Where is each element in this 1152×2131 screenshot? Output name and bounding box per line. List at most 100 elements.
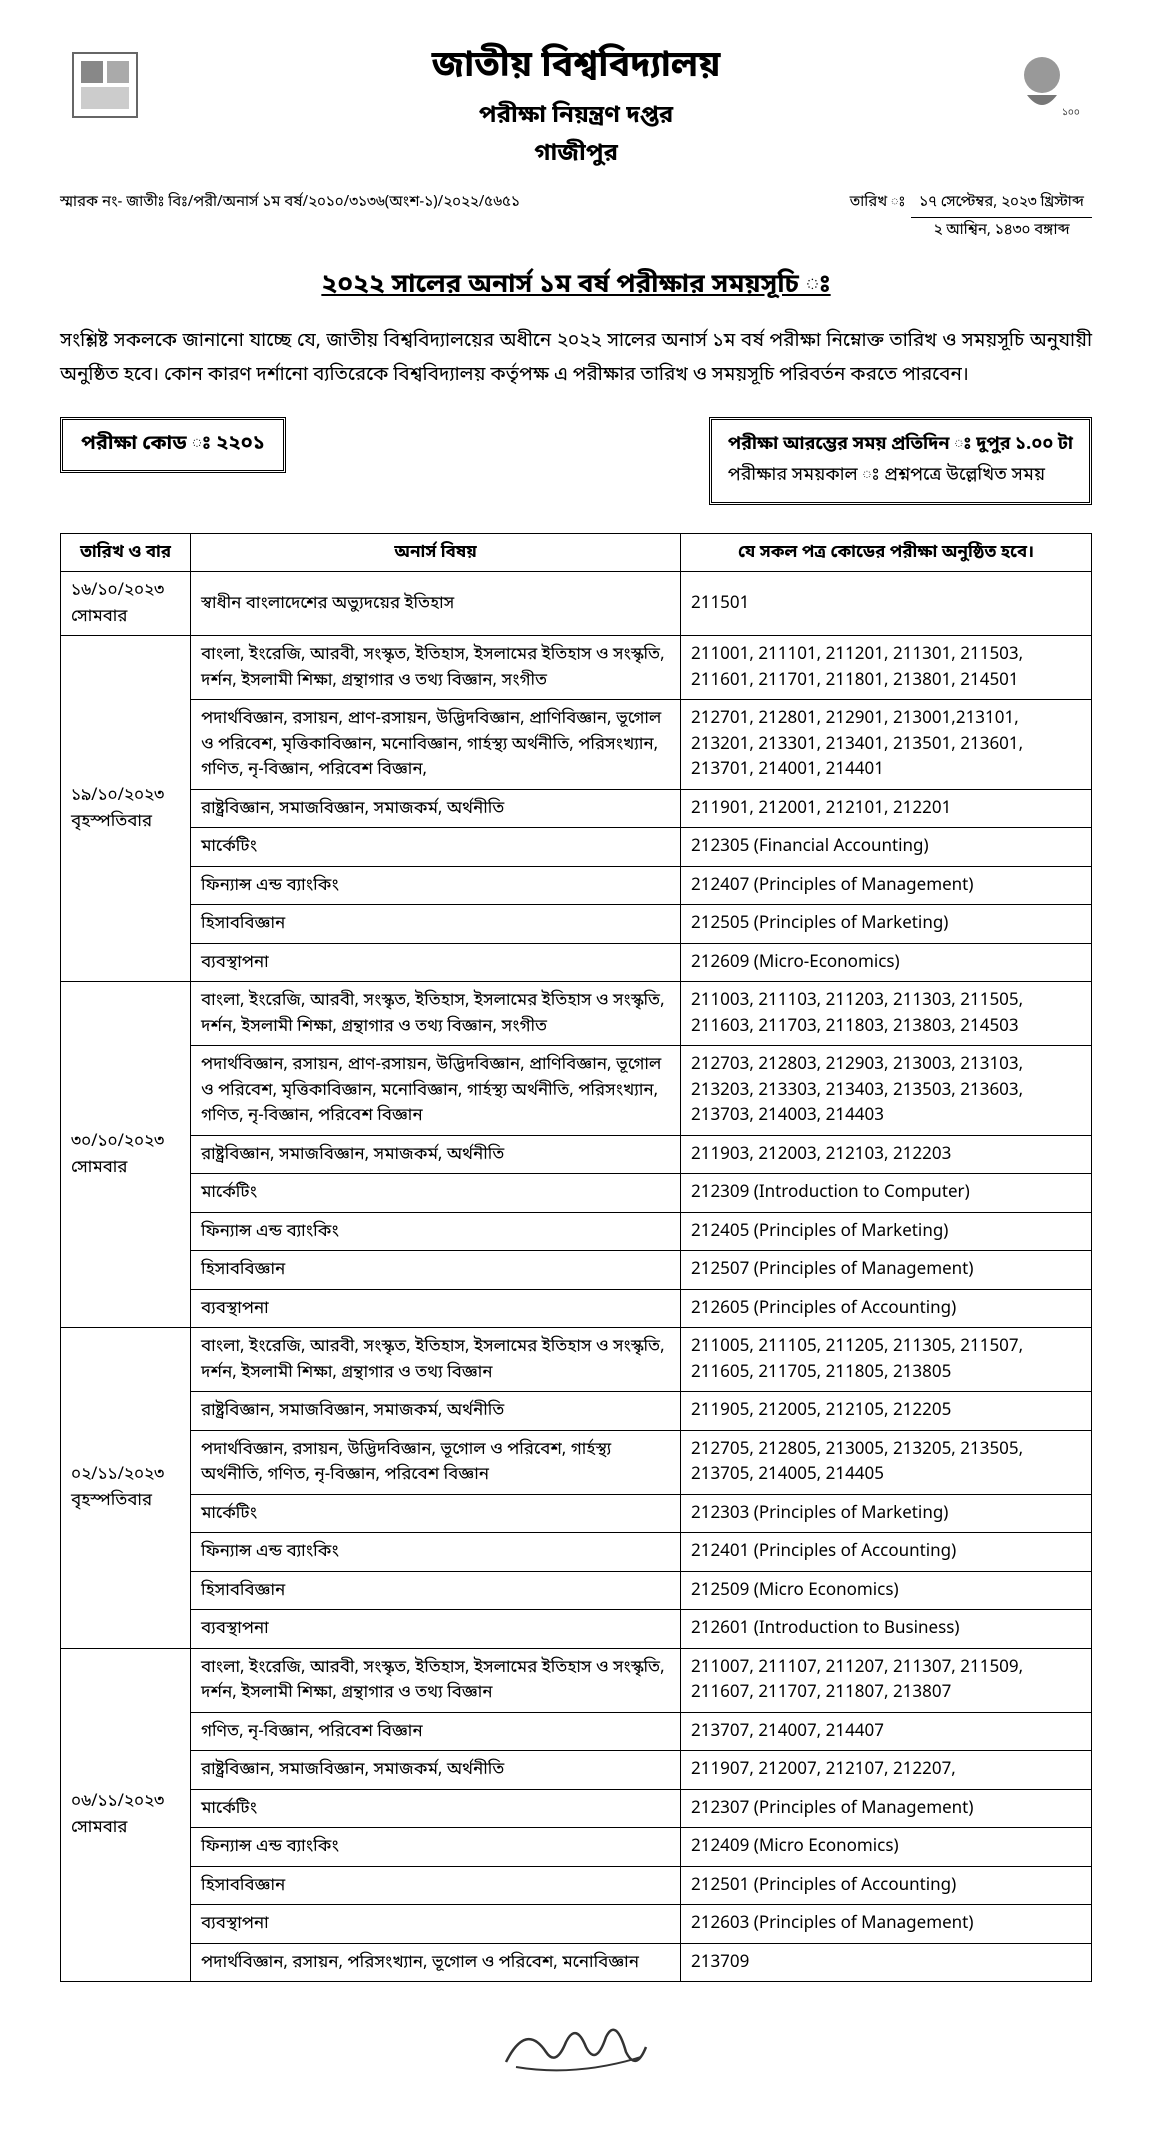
- mujib-logo-right: ১০০: [1002, 40, 1092, 130]
- codes-cell: 212409 (Micro Economics): [681, 1828, 1092, 1867]
- subject-cell: রাষ্ট্রবিজ্ঞান, সমাজবিজ্ঞান, সমাজকর্ম, অ…: [191, 1392, 681, 1431]
- codes-cell: 212307 (Principles of Management): [681, 1789, 1092, 1828]
- codes-cell: 211501: [681, 572, 1092, 636]
- table-row: ১৬/১০/২০২৩সোমবারস্বাধীন বাংলাদেশের অভ্যু…: [61, 572, 1092, 636]
- codes-cell: 213707, 214007, 214407: [681, 1712, 1092, 1751]
- subject-cell: মার্কেটিং: [191, 1789, 681, 1828]
- subject-cell: হিসাববিজ্ঞান: [191, 1251, 681, 1290]
- subject-cell: ফিন্যান্স এন্ড ব্যাংকিং: [191, 1533, 681, 1572]
- table-row: হিসাববিজ্ঞান212505 (Principles of Market…: [61, 905, 1092, 944]
- table-row: রাষ্ট্রবিজ্ঞান, সমাজবিজ্ঞান, সমাজকর্ম, অ…: [61, 1135, 1092, 1174]
- table-row: ফিন্যান্স এন্ড ব্যাংকিং212407 (Principle…: [61, 866, 1092, 905]
- codes-cell: 212309 (Introduction to Computer): [681, 1174, 1092, 1213]
- subject-cell: ব্যবস্থাপনা: [191, 1289, 681, 1328]
- exam-start-time: পরীক্ষা আরম্ভের সময় প্রতিদিন ঃ দুপুর ১.…: [728, 430, 1073, 461]
- city-name: গাজীপুর: [150, 136, 1002, 172]
- codes-cell: 212407 (Principles of Management): [681, 866, 1092, 905]
- subject-cell: হিসাববিজ্ঞান: [191, 905, 681, 944]
- table-row: ব্যবস্থাপনা212609 (Micro-Economics): [61, 943, 1092, 982]
- svg-text:১০০: ১০০: [1062, 107, 1080, 120]
- codes-cell: 211901, 212001, 212101, 212201: [681, 789, 1092, 828]
- codes-cell: 212703, 212803, 212903, 213003, 213103, …: [681, 1046, 1092, 1136]
- subject-cell: হিসাববিজ্ঞান: [191, 1571, 681, 1610]
- table-row: রাষ্ট্রবিজ্ঞান, সমাজবিজ্ঞান, সমাজকর্ম, অ…: [61, 1751, 1092, 1790]
- subject-cell: ব্যবস্থাপনা: [191, 1905, 681, 1944]
- codes-cell: 212609 (Micro-Economics): [681, 943, 1092, 982]
- date-bengali: ২ আশ্বিন, ১৪৩০ বঙ্গাব্দ: [911, 218, 1092, 243]
- subject-cell: রাষ্ট্রবিজ্ঞান, সমাজবিজ্ঞান, সমাজকর্ম, অ…: [191, 789, 681, 828]
- table-row: ব্যবস্থাপনা212601 (Introduction to Busin…: [61, 1610, 1092, 1649]
- codes-cell: 212405 (Principles of Marketing): [681, 1212, 1092, 1251]
- subject-cell: বাংলা, ইংরেজি, আরবী, সংস্কৃত, ইতিহাস, ইস…: [191, 636, 681, 700]
- codes-cell: 212505 (Principles of Marketing): [681, 905, 1092, 944]
- date-cell: ০৬/১১/২০২৩সোমবার: [61, 1648, 191, 1982]
- info-boxes-row: পরীক্ষা কোড ঃ ২২০১ পরীক্ষা আরম্ভের সময় …: [60, 417, 1092, 504]
- codes-cell: 212401 (Principles of Accounting): [681, 1533, 1092, 1572]
- subject-cell: ফিন্যান্স এন্ড ব্যাংকিং: [191, 1828, 681, 1867]
- date-label: তারিখ ঃ: [850, 192, 906, 215]
- date-cell: ১৬/১০/২০২৩সোমবার: [61, 572, 191, 636]
- table-row: হিসাববিজ্ঞান212509 (Micro Economics): [61, 1571, 1092, 1610]
- table-row: ফিন্যান্স এন্ড ব্যাংকিং212409 (Micro Eco…: [61, 1828, 1092, 1867]
- date-cell: ০২/১১/২০২৩বৃহস্পতিবার: [61, 1328, 191, 1649]
- table-row: পদার্থবিজ্ঞান, রসায়ন, প্রাণ-রসায়ন, উদ্…: [61, 1046, 1092, 1136]
- subject-cell: রাষ্ট্রবিজ্ঞান, সমাজবিজ্ঞান, সমাজকর্ম, অ…: [191, 1751, 681, 1790]
- codes-cell: 213709: [681, 1943, 1092, 1982]
- subject-cell: মার্কেটিং: [191, 828, 681, 867]
- table-row: ফিন্যান্স এন্ড ব্যাংকিং212401 (Principle…: [61, 1533, 1092, 1572]
- codes-cell: 211903, 212003, 212103, 212203: [681, 1135, 1092, 1174]
- university-name: জাতীয় বিশ্ববিদ্যালয়: [150, 40, 1002, 94]
- codes-cell: 211907, 212007, 212107, 212207,: [681, 1751, 1092, 1790]
- codes-cell: 212305 (Financial Accounting): [681, 828, 1092, 867]
- document-header: জাতীয় বিশ্ববিদ্যালয় পরীক্ষা নিয়ন্ত্রণ…: [60, 40, 1092, 172]
- subject-cell: বাংলা, ইংরেজি, আরবী, সংস্কৃত, ইতিহাস, ইস…: [191, 982, 681, 1046]
- table-row: হিসাববিজ্ঞান212507 (Principles of Manage…: [61, 1251, 1092, 1290]
- subject-cell: বাংলা, ইংরেজি, আরবী, সংস্কৃত, ইতিহাস, ইস…: [191, 1328, 681, 1392]
- codes-cell: 211005, 211105, 211205, 211305, 211507, …: [681, 1328, 1092, 1392]
- codes-cell: 212501 (Principles of Accounting): [681, 1866, 1092, 1905]
- date-gregorian: ১৭ সেপ্টেম্বর, ২০২৩ খ্রিস্টাব্দ: [911, 192, 1092, 218]
- subject-cell: পদার্থবিজ্ঞান, রসায়ন, পরিসংখ্যান, ভূগোল…: [191, 1943, 681, 1982]
- subject-cell: ব্যবস্থাপনা: [191, 943, 681, 982]
- intro-paragraph: সংশ্লিষ্ট সকলকে জানানো যাচ্ছে যে, জাতীয়…: [60, 325, 1092, 393]
- subject-cell: মার্কেটিং: [191, 1174, 681, 1213]
- subject-cell: হিসাববিজ্ঞান: [191, 1866, 681, 1905]
- codes-cell: 212601 (Introduction to Business): [681, 1610, 1092, 1649]
- main-heading: ২০২২ সালের অনার্স ১ম বর্ষ পরীক্ষার সময়স…: [60, 266, 1092, 305]
- university-logo-left: [60, 40, 150, 130]
- table-row: মার্কেটিং212305 (Financial Accounting): [61, 828, 1092, 867]
- table-row: ব্যবস্থাপনা212603 (Principles of Managem…: [61, 1905, 1092, 1944]
- subject-cell: গণিত, নৃ-বিজ্ঞান, পরিবেশ বিজ্ঞান: [191, 1712, 681, 1751]
- table-row: ফিন্যান্স এন্ড ব্যাংকিং212405 (Principle…: [61, 1212, 1092, 1251]
- date-cell: ১৯/১০/২০২৩বৃহস্পতিবার: [61, 636, 191, 982]
- table-row: মার্কেটিং212307 (Principles of Managemen…: [61, 1789, 1092, 1828]
- codes-cell: 212603 (Principles of Management): [681, 1905, 1092, 1944]
- table-row: ১৯/১০/২০২৩বৃহস্পতিবারবাংলা, ইংরেজি, আরবী…: [61, 636, 1092, 700]
- table-row: ০২/১১/২০২৩বৃহস্পতিবারবাংলা, ইংরেজি, আরবী…: [61, 1328, 1092, 1392]
- reference-row: স্মারক নং- জাতীঃ বিঃ/পরী/অনার্স ১ম বর্ষ/…: [60, 192, 1092, 242]
- exam-duration: পরীক্ষার সময়কাল ঃ প্রশ্নপত্রে উল্লেখিত …: [728, 461, 1073, 492]
- table-row: পদার্থবিজ্ঞান, রসায়ন, উদ্ভিদবিজ্ঞান, ভূ…: [61, 1430, 1092, 1494]
- table-row: মার্কেটিং212303 (Principles of Marketing…: [61, 1494, 1092, 1533]
- memo-number: স্মারক নং- জাতীঃ বিঃ/পরী/অনার্স ১ম বর্ষ/…: [60, 192, 520, 215]
- subject-cell: পদার্থবিজ্ঞান, রসায়ন, প্রাণ-রসায়ন, উদ্…: [191, 1046, 681, 1136]
- subject-cell: ব্যবস্থাপনা: [191, 1610, 681, 1649]
- codes-cell: 212509 (Micro Economics): [681, 1571, 1092, 1610]
- codes-cell: 212701, 212801, 212901, 213001,213101, 2…: [681, 700, 1092, 790]
- codes-cell: 211007, 211107, 211207, 211307, 211509, …: [681, 1648, 1092, 1712]
- col-codes-header: যে সকল পত্র কোডের পরীক্ষা অনুষ্ঠিত হবে।: [681, 533, 1092, 572]
- codes-cell: 212705, 212805, 213005, 213205, 213505, …: [681, 1430, 1092, 1494]
- col-date-header: তারিখ ও বার: [61, 533, 191, 572]
- table-row: রাষ্ট্রবিজ্ঞান, সমাজবিজ্ঞান, সমাজকর্ম, অ…: [61, 789, 1092, 828]
- exam-code-box: পরীক্ষা কোড ঃ ২২০১: [60, 417, 286, 473]
- table-row: পদার্থবিজ্ঞান, রসায়ন, প্রাণ-রসায়ন, উদ্…: [61, 700, 1092, 790]
- exam-schedule-table: তারিখ ও বার অনার্স বিষয় যে সকল পত্র কোড…: [60, 533, 1092, 1983]
- codes-cell: 212507 (Principles of Management): [681, 1251, 1092, 1290]
- department-name: পরীক্ষা নিয়ন্ত্রণ দপ্তর: [150, 98, 1002, 134]
- codes-cell: 211001, 211101, 211201, 211301, 211503, …: [681, 636, 1092, 700]
- subject-cell: বাংলা, ইংরেজি, আরবী, সংস্কৃত, ইতিহাস, ইস…: [191, 1648, 681, 1712]
- col-subject-header: অনার্স বিষয়: [191, 533, 681, 572]
- subject-cell: ফিন্যান্স এন্ড ব্যাংকিং: [191, 866, 681, 905]
- table-row: মার্কেটিং212309 (Introduction to Compute…: [61, 1174, 1092, 1213]
- codes-cell: 212605 (Principles of Accounting): [681, 1289, 1092, 1328]
